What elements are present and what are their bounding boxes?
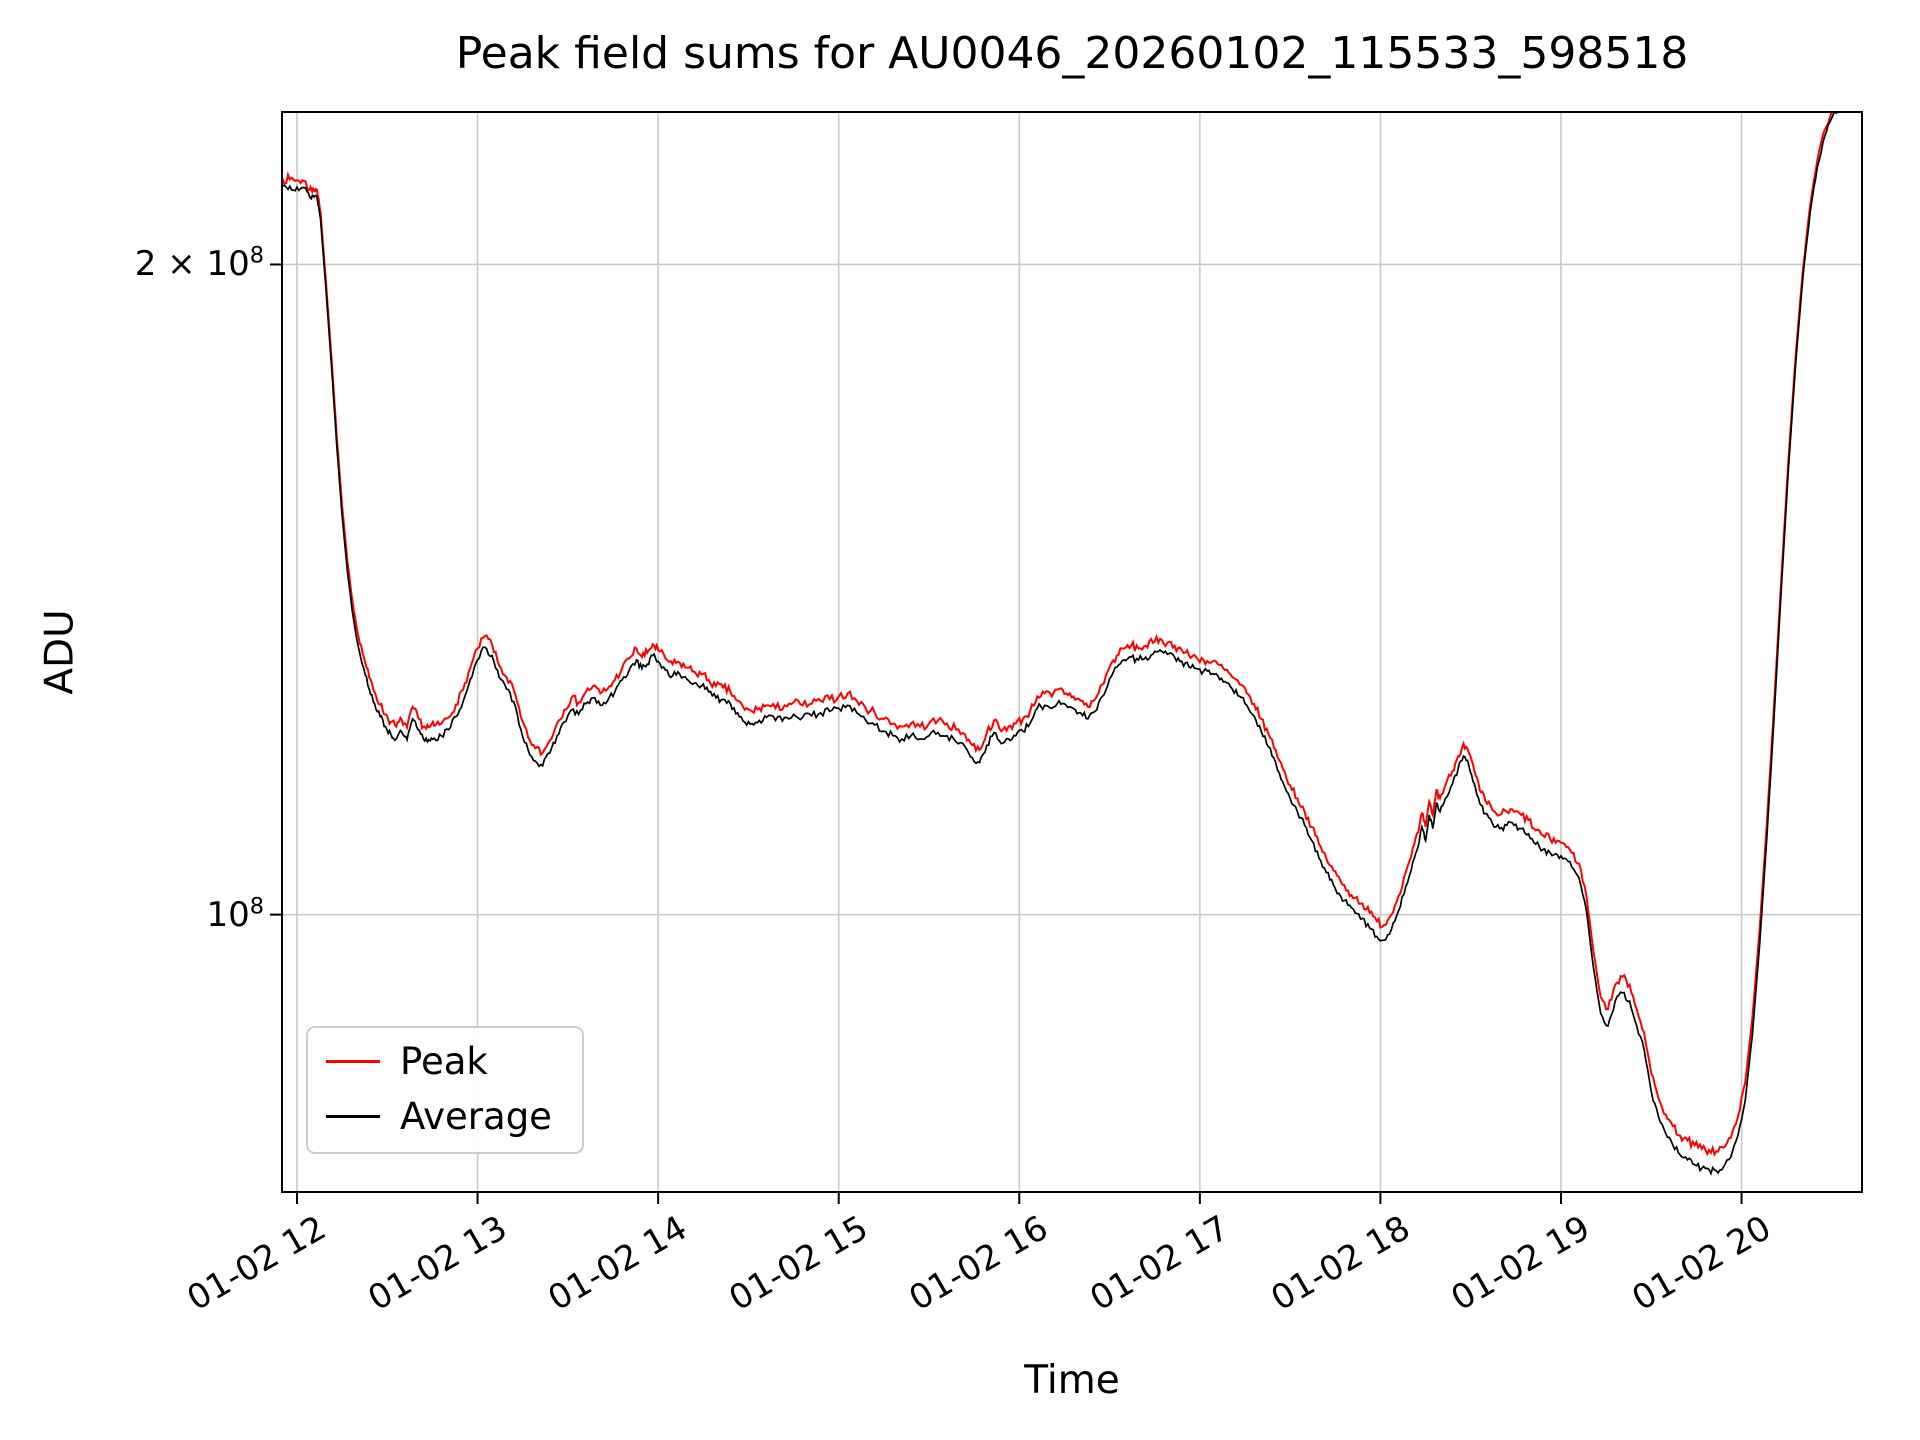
chart-title: Peak field sums for AU0046_20260102_1155… bbox=[455, 28, 1689, 79]
y-axis-label: ADU bbox=[37, 609, 83, 695]
y-tick-label: 108 bbox=[206, 893, 264, 935]
series-group bbox=[282, 112, 1838, 1176]
legend-label: Peak bbox=[400, 1040, 488, 1083]
legend-label: Average bbox=[400, 1095, 552, 1138]
plot-border bbox=[281, 111, 1863, 1193]
y-tick-label: 2 × 108 bbox=[134, 242, 264, 285]
legend-line-average bbox=[326, 1115, 380, 1118]
legend-entry: Average bbox=[326, 1095, 552, 1138]
legend-line-peak bbox=[326, 1060, 380, 1063]
legend-entry: Peak bbox=[326, 1040, 552, 1083]
peak-series-line bbox=[282, 112, 1836, 1157]
x-axis-label: Time bbox=[1024, 1358, 1120, 1403]
legend: Peak Average bbox=[306, 1026, 584, 1154]
average-series-line bbox=[282, 112, 1838, 1176]
